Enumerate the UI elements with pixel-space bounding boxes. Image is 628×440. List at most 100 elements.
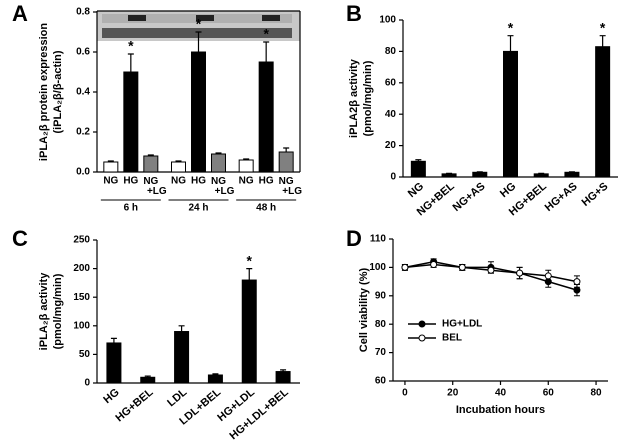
error-bar <box>415 159 422 162</box>
bar <box>410 160 426 178</box>
x-tick-label: NG +LG <box>279 176 303 197</box>
bar <box>103 161 119 173</box>
y-tick-label: 60 <box>385 77 397 88</box>
error-bar <box>175 160 182 162</box>
significance-mark: * <box>196 16 202 32</box>
x-tick-label: HG <box>259 176 274 187</box>
y-tick-label: 70 <box>375 347 387 358</box>
bar <box>191 51 206 173</box>
panel-label: B <box>346 1 362 26</box>
marker <box>458 263 466 271</box>
x-tick-label: NG <box>239 176 254 187</box>
bar <box>564 171 580 178</box>
y-axis-label: iPLA2β activity <box>348 58 360 138</box>
y-axis-label: iPLA₂β protein expression <box>38 23 50 161</box>
y-tick-label: 0.2 <box>76 127 90 138</box>
y-tick-label: 40 <box>385 109 397 120</box>
x-tick-label: NG <box>171 176 186 187</box>
y-tick-label: 20 <box>385 140 397 151</box>
error-bar <box>283 147 290 152</box>
legend-label: HG+LDL <box>442 319 482 330</box>
bar <box>106 342 122 384</box>
marker <box>544 272 552 280</box>
y-axis-label: iPLA₂β activity <box>38 272 50 351</box>
significance-mark: * <box>247 252 253 268</box>
y-tick-label: 0.0 <box>76 167 90 178</box>
x-tick-label: 0 <box>402 388 408 399</box>
x-tick-label: 20 <box>447 388 459 399</box>
y-tick-label: 110 <box>370 234 387 245</box>
error-bar <box>280 369 287 372</box>
x-axis-label: Incubation hours <box>456 404 545 416</box>
y-axis-label: Cell viability (%) <box>358 267 370 352</box>
error-bar <box>246 268 253 281</box>
y-axis-label: (iPLA₂β/β-actin) <box>52 50 64 133</box>
x-tick-label: 80 <box>590 388 602 399</box>
panel-label: C <box>12 226 28 251</box>
bar <box>258 61 274 173</box>
legend-marker <box>418 334 426 342</box>
x-tick-label: HG <box>191 176 206 187</box>
error-bar <box>195 31 202 52</box>
y-tick-label: 0 <box>390 172 396 183</box>
y-tick-label: 0.4 <box>76 87 90 98</box>
y-tick-label: 100 <box>73 320 90 331</box>
y-tick-label: 100 <box>369 262 386 273</box>
bar <box>211 153 226 173</box>
y-tick-label: 50 <box>79 349 91 360</box>
significance-mark: * <box>263 26 269 42</box>
panel-label: D <box>346 226 362 251</box>
y-tick-label: 0.8 <box>76 7 90 18</box>
x-tick-label: NG +LG <box>143 176 167 197</box>
marker <box>573 286 581 294</box>
y-tick-label: 80 <box>375 319 387 330</box>
significance-mark: * <box>600 19 606 35</box>
error-bar <box>599 35 606 47</box>
legend-marker <box>418 320 426 328</box>
bar <box>241 279 257 384</box>
marker <box>487 266 495 274</box>
bar <box>595 46 611 178</box>
error-bar <box>144 375 151 378</box>
y-axis-label: (pmol/mg/min) <box>362 60 374 136</box>
y-tick-label: 60 <box>375 376 387 387</box>
bar <box>171 161 186 173</box>
marker <box>516 269 524 277</box>
x-tick-label: 60 <box>543 388 555 399</box>
x-group-label: 48 h <box>256 203 276 214</box>
bar <box>143 155 159 173</box>
error-bar <box>147 154 154 156</box>
bar <box>503 50 518 178</box>
bar <box>123 71 139 173</box>
y-tick-label: 90 <box>375 290 387 301</box>
error-bar <box>178 325 185 332</box>
x-tick-label: NG +LG <box>211 176 235 197</box>
bar <box>275 371 291 384</box>
x-tick-label: HG <box>123 176 138 187</box>
marker <box>430 261 438 269</box>
bar <box>472 171 488 178</box>
bar <box>174 331 190 384</box>
x-group-label: 6 h <box>124 203 138 214</box>
marker <box>573 278 581 286</box>
y-tick-label: 80 <box>385 46 397 57</box>
y-tick-label: 100 <box>379 15 396 26</box>
error-bar <box>507 35 514 52</box>
error-bar <box>110 337 117 343</box>
error-bar <box>212 373 219 375</box>
bar <box>441 173 457 178</box>
y-tick-label: 250 <box>73 235 90 246</box>
error-bar <box>107 160 114 162</box>
y-tick-label: 200 <box>73 263 90 274</box>
error-bar <box>127 53 134 72</box>
bar <box>238 159 254 173</box>
bar <box>207 374 223 384</box>
bar <box>140 376 156 384</box>
y-tick-label: 0 <box>84 378 90 389</box>
bar <box>278 151 294 173</box>
panel-label: A <box>12 1 28 26</box>
y-tick-label: 0.6 <box>76 47 90 58</box>
marker <box>401 263 409 271</box>
